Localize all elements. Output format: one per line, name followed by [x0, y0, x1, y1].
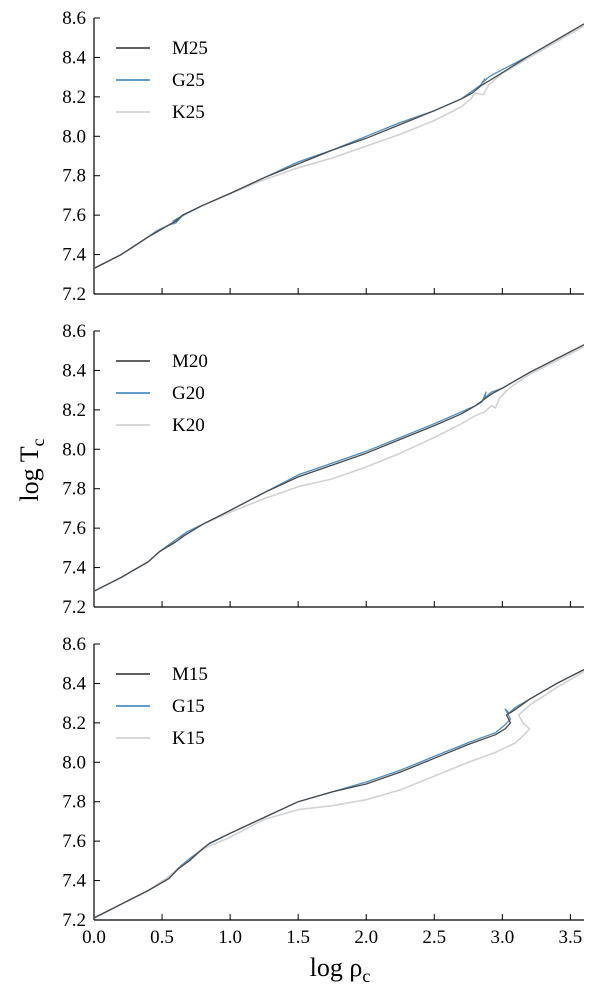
y-axis-title-text: log T — [15, 446, 44, 501]
x-tick-label: 1.0 — [218, 927, 242, 948]
y-tick-label: 7.6 — [62, 205, 86, 226]
legend-label-m15: M15 — [172, 664, 208, 685]
y-tick-label: 8.2 — [62, 713, 86, 734]
y-tick-label: 7.4 — [62, 245, 86, 266]
legend-label-g15: G15 — [172, 696, 205, 717]
x-tick-label: 0.5 — [150, 927, 174, 948]
y-tick-label: 7.2 — [62, 597, 86, 618]
x-tick-label: 2.0 — [354, 927, 378, 948]
x-axis-title: log ρc — [310, 953, 371, 986]
series-line-g15 — [94, 669, 584, 919]
y-tick-label: 8.2 — [62, 400, 86, 421]
panel-3: 7.2 7.4 7.6 7.8 8.0 8.2 8.4 8.6 0.0 0.5 1.0 1.5 2.0 2… — [62, 634, 584, 948]
x-tick-label: 1.5 — [286, 927, 310, 948]
y-tick-label: 7.4 — [62, 558, 86, 579]
legend-label-m25: M25 — [172, 38, 208, 59]
y-tick-label: 8.4 — [62, 673, 86, 694]
series-line-m25 — [94, 23, 584, 269]
series-group — [94, 344, 584, 592]
y-tick-label: 8.4 — [62, 47, 86, 68]
legend-label-k15: K15 — [172, 728, 205, 749]
y-tick-label: 7.4 — [62, 871, 86, 892]
x-tick-label: 2.5 — [422, 927, 446, 948]
x-tick-label: 0.0 — [82, 927, 106, 948]
legend-label-g25: G25 — [172, 70, 205, 91]
y-axis-title: log Tc — [15, 438, 48, 501]
series-group — [94, 23, 584, 270]
series-group — [94, 669, 584, 919]
x-tick-label: 3.0 — [490, 927, 514, 948]
series-line-g25 — [94, 23, 584, 269]
y-tick-label: 7.8 — [62, 166, 86, 187]
y-tick-label: 8.0 — [62, 439, 86, 460]
series-line-m20 — [94, 344, 584, 592]
legend-label-m20: M20 — [172, 351, 208, 372]
y-tick-label: 8.0 — [62, 126, 86, 147]
y-tick-label: 8.2 — [62, 87, 86, 108]
legend-label-k20: K20 — [172, 415, 205, 436]
y-tick-label: 8.6 — [62, 634, 86, 655]
legend: M25 G25 K25 — [116, 38, 208, 123]
y-tick-label: 7.2 — [62, 910, 86, 931]
y-tick-label: 7.8 — [62, 479, 86, 500]
y-tick-label: 8.6 — [62, 8, 86, 29]
series-line-k15 — [94, 670, 584, 919]
x-axis-title-subscript: c — [362, 966, 370, 986]
y-tick-label: 7.6 — [62, 518, 86, 539]
y-tick-label: 7.2 — [62, 284, 86, 305]
y-tick-label: 7.6 — [62, 831, 86, 852]
y-tick-label: 8.6 — [62, 321, 86, 342]
panel-1: 7.2 7.4 7.6 7.8 8.0 8.2 8.4 8.6 M25 G25 K25 — [62, 8, 584, 305]
x-axis-title-text: log ρ — [310, 953, 363, 982]
y-axis-title-subscript: c — [28, 438, 48, 446]
legend-label-k25: K25 — [172, 102, 205, 123]
legend: M20 G20 K20 — [116, 351, 208, 436]
panel-2: 7.2 7.4 7.6 7.8 8.0 8.2 8.4 8.6 M20 G20 K20 — [62, 321, 584, 618]
y-tick-label: 8.4 — [62, 360, 86, 381]
legend: M15 G15 K15 — [116, 664, 208, 749]
series-line-g20 — [94, 344, 584, 592]
series-line-m15 — [94, 669, 584, 919]
y-tick-label: 7.8 — [62, 792, 86, 813]
legend-label-g20: G20 — [172, 383, 205, 404]
x-tick-label: 3.5 — [559, 927, 583, 948]
y-tick-label: 8.0 — [62, 752, 86, 773]
